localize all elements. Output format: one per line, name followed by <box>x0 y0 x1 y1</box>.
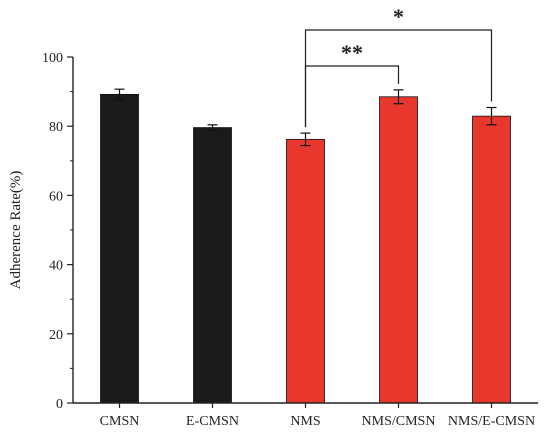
significance-label: * <box>393 4 404 29</box>
x-tick-label: NMS <box>290 414 320 429</box>
bar-e-cmsn <box>193 127 232 404</box>
y-axis-label: Adherence Rate(%) <box>8 171 24 290</box>
y-tick-label: 20 <box>49 328 63 343</box>
error-bar <box>393 89 404 105</box>
error-bar <box>207 124 218 131</box>
error-bar <box>300 132 311 147</box>
bar-nms-e-cmsn <box>472 115 511 404</box>
x-tick-label: NMS/E-CMSN <box>448 414 535 429</box>
significance-label: ** <box>341 40 363 65</box>
y-tick-label: 80 <box>49 120 63 135</box>
error-bar <box>486 106 497 126</box>
y-tick-label: 60 <box>49 189 63 204</box>
y-tick-label: 0 <box>56 397 63 412</box>
y-tick-label: 100 <box>42 51 63 66</box>
x-tick-label: NMS/CMSN <box>362 414 436 429</box>
bar-nms <box>286 138 325 404</box>
significance-bracket: * <box>304 4 493 128</box>
bar-nms-cmsn <box>379 96 418 404</box>
x-tick-label: CMSN <box>100 414 140 429</box>
bar-cmsn <box>100 93 139 404</box>
error-bar <box>114 88 125 101</box>
error-bars-layer <box>114 88 497 147</box>
axes-layer: 0 20 40 60 80 100 CMSN E-CMSN NMS NMS/CMSN NMS/E-C… <box>42 51 538 429</box>
significance-layer: *** <box>304 4 493 128</box>
y-tick-label: 40 <box>49 259 63 274</box>
bracket-line <box>304 29 493 128</box>
x-tick-label: E-CMSN <box>186 414 239 429</box>
